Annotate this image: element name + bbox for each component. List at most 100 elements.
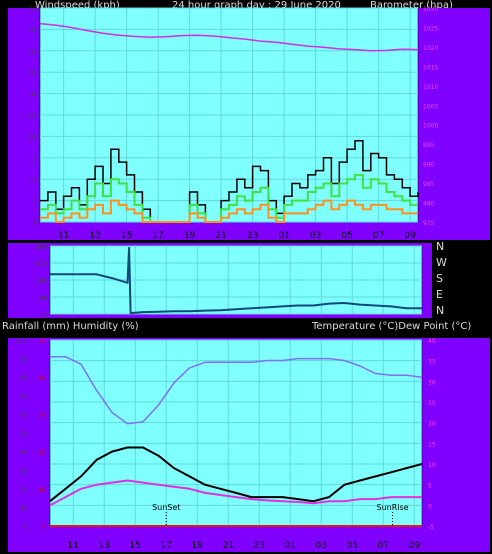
temp-dewpoint-axis-title: Temperature (°C)Dew Point (°C) xyxy=(312,321,472,332)
winddir-left-tick-label: 0 xyxy=(43,312,47,319)
temp-right-tick-label: 25 xyxy=(428,400,436,407)
wind-left-tick-label: 20 xyxy=(29,134,37,141)
wind-x-tick-label: 03 xyxy=(310,231,321,241)
wind-dir-label-n-bottom: N xyxy=(436,304,445,317)
temp-right-tick-label: 5 xyxy=(428,483,432,490)
wind-x-tick-label: 19 xyxy=(184,231,196,241)
temp-x-tick-label: 05 xyxy=(347,541,358,551)
baro-right-tick-label: 995 xyxy=(423,142,435,149)
wind-left-tick-label: 10 xyxy=(29,177,37,184)
wind-direction-line xyxy=(50,246,422,315)
baro-right-tick-label: 1025 xyxy=(423,25,438,32)
wind-left-tick-label: 5 xyxy=(33,199,37,206)
humidity-left-tick-label: 10 xyxy=(20,505,28,512)
winddir-left-tick-label: 360 xyxy=(36,244,48,251)
baro-right-tick-label: 1015 xyxy=(423,64,438,71)
humidity-left-tick-label: 0 xyxy=(24,524,28,531)
wind-dir-label-s: S xyxy=(436,272,443,285)
wind-gust-line xyxy=(40,139,419,223)
rain-tick-label: 50 xyxy=(38,338,46,345)
temp-right-tick-label: 15 xyxy=(428,441,436,448)
temp-x-tick-label: 21 xyxy=(223,541,234,551)
temp-x-tick-label: 13 xyxy=(99,541,110,551)
temp-right-tick-label: 0 xyxy=(428,503,432,510)
temp-right-tick-label: 10 xyxy=(428,462,436,469)
wind-left-tick-label: 25 xyxy=(29,113,37,120)
wind-left-tick-label: 0 xyxy=(33,220,37,227)
temp-x-tick-label: 19 xyxy=(192,541,204,551)
baro-right-tick-label: 1005 xyxy=(423,103,438,110)
wind-average-line xyxy=(40,173,418,223)
wind-dir-label-n-top: N xyxy=(436,240,445,253)
graph-date-title: 24 hour graph day : 29 June 2020 xyxy=(172,0,341,11)
wind-x-tick-label: 01 xyxy=(278,231,289,241)
winddir-left-tick-label: 180 xyxy=(36,278,48,285)
temp-x-tick-label: 09 xyxy=(409,541,421,551)
humidity-left-tick-label: 100 xyxy=(17,338,29,345)
wind-left-tick-label: 15 xyxy=(29,156,37,163)
rain-tick-label: 0 xyxy=(42,524,46,531)
baro-right-tick-label: 990 xyxy=(423,162,435,169)
temp-right-tick-label: 20 xyxy=(428,421,436,428)
humidity-left-tick-label: 20 xyxy=(20,487,28,494)
wind-left-tick-label: 35 xyxy=(29,70,37,77)
rain-tick-label: 30 xyxy=(38,412,46,419)
humidity-left-tick-label: 60 xyxy=(20,412,28,419)
temp-x-tick-label: 11 xyxy=(68,541,79,551)
wind-x-tick-label: 23 xyxy=(247,231,258,241)
wind-left-tick-label: 40 xyxy=(29,49,37,56)
temp-x-tick-label: 03 xyxy=(316,541,327,551)
humidity-line xyxy=(50,355,423,425)
humidity-left-tick-label: 30 xyxy=(20,468,28,475)
wind-x-tick-label: 21 xyxy=(215,231,226,241)
sun-annotation-label: SunSet xyxy=(152,503,180,512)
temp-x-tick-label: 23 xyxy=(254,541,265,551)
wind-x-tick-label: 09 xyxy=(404,231,416,241)
windspeed-axis-title: Windspeed (kph) xyxy=(35,0,120,11)
wind-dir-label-w: W xyxy=(436,256,447,269)
humidity-left-tick-label: 50 xyxy=(20,431,28,438)
winddir-left-tick-label: 90 xyxy=(39,295,47,302)
sun-annotation-label: SunRise xyxy=(377,503,409,512)
baro-right-tick-label: 1000 xyxy=(423,123,438,130)
wind-x-tick-label: 11 xyxy=(58,231,69,241)
wind-x-tick-label: 05 xyxy=(341,231,352,241)
barometer-axis-title: Barometer (hpa) xyxy=(370,0,453,11)
wind-dir-label-e: E xyxy=(436,288,443,301)
dewpoint-line xyxy=(49,479,422,507)
humidity-left-tick-label: 70 xyxy=(20,394,28,401)
baro-right-tick-label: 985 xyxy=(423,181,435,188)
baro-right-tick-label: 980 xyxy=(423,201,435,208)
winddir-left-tick-label: 270 xyxy=(36,261,48,268)
baro-right-tick-label: 975 xyxy=(423,220,435,227)
temp-x-tick-label: 15 xyxy=(130,541,141,551)
wind-x-tick-label: 07 xyxy=(373,231,384,241)
temp-right-tick-label: 40 xyxy=(428,338,436,345)
rain-tick-label: 40 xyxy=(38,375,46,382)
rain-tick-label: 10 xyxy=(38,487,46,494)
wind-left-tick-label: 45 xyxy=(29,27,37,34)
temperature-line xyxy=(49,446,423,503)
humidity-left-tick-label: 40 xyxy=(20,450,28,457)
wind-x-tick-label: 13 xyxy=(89,231,100,241)
baro-right-tick-label: 1030 xyxy=(423,6,438,13)
rain-humidity-axis-title: Rainfall (mm) Humidity (%) xyxy=(2,321,139,332)
temp-right-tick-label: 30 xyxy=(428,379,436,386)
humidity-left-tick-label: 80 xyxy=(20,375,28,382)
temp-x-tick-label: 07 xyxy=(378,541,389,551)
temp-right-tick-label: -5 xyxy=(428,524,434,531)
wind-x-tick-label: 17 xyxy=(152,231,163,241)
temp-right-tick-label: 35 xyxy=(428,359,436,366)
wind-left-tick-label: 30 xyxy=(29,92,37,99)
temp-x-tick-label: 17 xyxy=(161,541,172,551)
barometer-line xyxy=(39,22,419,52)
baro-right-tick-label: 1010 xyxy=(423,84,438,91)
wind-left-tick-label: 50 xyxy=(29,6,37,13)
wind-x-tick-label: 15 xyxy=(121,231,132,241)
wind-low-line xyxy=(40,199,418,223)
temp-x-tick-label: 01 xyxy=(285,541,296,551)
baro-right-tick-label: 1020 xyxy=(423,45,438,52)
rain-tick-label: 20 xyxy=(38,450,46,457)
